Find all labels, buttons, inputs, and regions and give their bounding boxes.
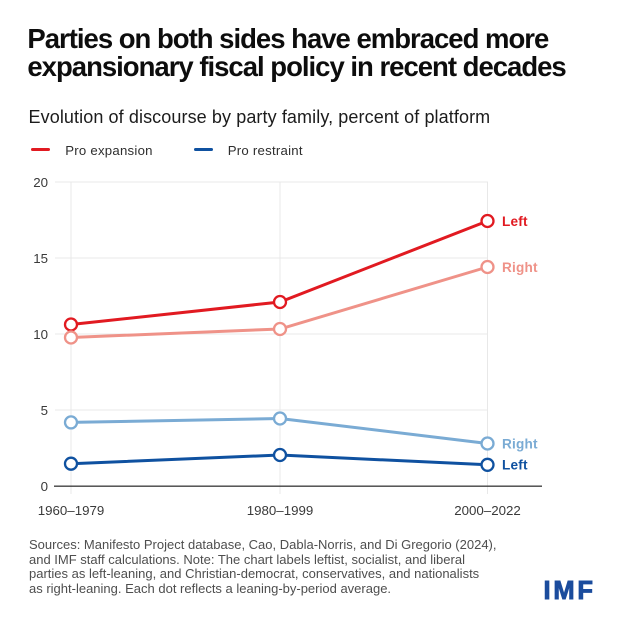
svg-text:10: 10 xyxy=(33,327,48,342)
svg-text:Left: Left xyxy=(502,458,528,473)
svg-text:5: 5 xyxy=(41,403,48,418)
svg-text:0: 0 xyxy=(41,479,48,494)
svg-text:2000–2022: 2000–2022 xyxy=(454,503,521,518)
svg-text:1960–1979: 1960–1979 xyxy=(38,503,105,518)
svg-text:1980–1999: 1980–1999 xyxy=(247,503,314,518)
svg-text:15: 15 xyxy=(33,251,48,266)
svg-text:Left: Left xyxy=(502,214,528,229)
svg-text:20: 20 xyxy=(33,175,48,190)
svg-text:Right: Right xyxy=(502,436,538,451)
svg-text:Right: Right xyxy=(502,260,538,275)
